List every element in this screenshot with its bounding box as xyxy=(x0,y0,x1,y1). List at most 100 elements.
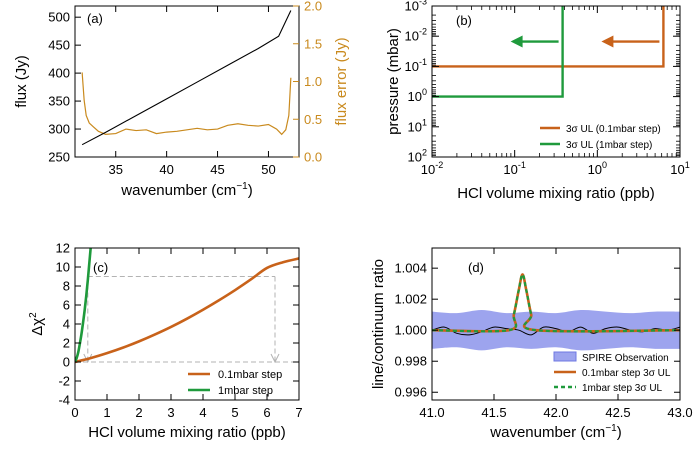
panel-a: 35 40 45 50 250 300 350 400 450 500 0.0 0.5 1.0 1.5 2.… xyxy=(13,0,350,199)
c-xtick-5-label: 5 xyxy=(231,405,238,420)
d-xtick-3-label: 42.5 xyxy=(605,405,630,420)
b-xtick-base-2: 10 xyxy=(588,162,602,177)
b-ytick-base-2: 10 xyxy=(405,59,419,74)
b-xtick-base-3: 10 xyxy=(670,162,684,177)
b-xtick-exp-3: 1 xyxy=(685,160,690,170)
d-legend-swatch-band xyxy=(553,351,577,362)
c-ytick-2-label: 0 xyxy=(63,355,70,370)
a-xtick-label-3: 50 xyxy=(261,162,275,177)
d-xlabel: wavenumber (cm−1) xyxy=(489,423,621,441)
d-panel-label: (d) xyxy=(468,260,484,275)
b-xtick-base-1: 10 xyxy=(503,162,517,177)
b-ylabel: pressure (mbar) xyxy=(385,28,402,135)
a-xtick-label-1: 40 xyxy=(159,162,173,177)
a-ytick-2-label: 350 xyxy=(48,94,70,109)
d-ytick-3-label: 1.002 xyxy=(394,292,427,307)
c-ytick-1-label: -2 xyxy=(58,374,70,389)
d-ytick-0-label: 0.996 xyxy=(394,385,427,400)
a-ylabel: flux (Jy) xyxy=(13,55,30,108)
c-series-green xyxy=(75,248,92,363)
d-legend-label-band: SPIRE Observation xyxy=(582,353,669,364)
c-xtick-3-label: 3 xyxy=(167,405,174,420)
panel-d: 41.0 41.5 42.0 42.5 43.0 0.996 0.998 1.000 1.002… xyxy=(370,247,693,441)
b-ytick-label-2: 10-1 xyxy=(405,57,427,74)
a-ytick-0-label: 250 xyxy=(48,150,70,165)
b-ytick-base-5: 10 xyxy=(408,150,422,165)
b-ytick-exp-3: 0 xyxy=(422,87,427,97)
b-xtick-exp-1: -1 xyxy=(518,160,526,170)
b-xtick-label-0: 10-2 xyxy=(421,160,443,177)
b-panel-label: (b) xyxy=(456,13,472,28)
b-ytick-exp-0: -3 xyxy=(419,0,427,7)
d-legend-label-0: 0.1mbar step 3σ UL xyxy=(582,368,671,379)
c-ytick-5-label: 6 xyxy=(63,298,70,313)
d-xlabel-text: wavenumber (cm xyxy=(489,424,605,441)
d-xlabel-sup: −1 xyxy=(605,423,617,434)
b-ytick-exp-1: -2 xyxy=(419,27,427,37)
d-ytick-1-label: 0.998 xyxy=(394,354,427,369)
b-ytick-label-3: 100 xyxy=(408,87,427,104)
c-ytick-0-label: -4 xyxy=(58,393,70,408)
b-xtick-label-3: 101 xyxy=(670,160,689,177)
a-xlabel-text: wavenumber (cm xyxy=(120,182,236,199)
c-legend-label-1: 1mbar step xyxy=(218,385,273,397)
c-ylabel-text: Δχ xyxy=(29,318,46,336)
a-xlabel-end: ) xyxy=(248,182,253,199)
c-ytick-7-label: 10 xyxy=(56,260,70,275)
b-ytick-base-3: 10 xyxy=(408,89,422,104)
b-legend-label-1: 3σ UL (1mbar step) xyxy=(566,140,652,151)
d-xtick-2-label: 42.0 xyxy=(543,405,568,420)
a-xlabel-sup: −1 xyxy=(236,181,248,192)
flux-error-series xyxy=(81,72,292,136)
c-xtick-7-label: 7 xyxy=(295,405,302,420)
c-ylabel-sup: 2 xyxy=(28,312,39,318)
d-xlabel-end: ) xyxy=(617,424,622,441)
d-ytick-2-label: 1.000 xyxy=(394,323,427,338)
a-ytick-4-label: 450 xyxy=(48,38,70,53)
a-ytick-1-label: 300 xyxy=(48,122,70,137)
a-xtick-label-0: 35 xyxy=(108,162,122,177)
b-ytick-label-1: 10-2 xyxy=(405,27,427,44)
b-xtick-label-1: 10-1 xyxy=(503,160,525,177)
d-legend-label-1: 1mbar step 3σ UL xyxy=(582,383,663,394)
d-xtick-4-label: 43.0 xyxy=(667,405,692,420)
c-xtick-0-label: 0 xyxy=(71,405,78,420)
b-legend-label-0: 3σ UL (0.1mbar step) xyxy=(566,124,661,135)
d-ytick-4-label: 1.004 xyxy=(394,261,427,276)
b-xtick-label-2: 100 xyxy=(588,160,607,177)
d-ylabel: line/continuum ratio xyxy=(370,259,387,389)
c-xtick-6-label: 6 xyxy=(263,405,270,420)
panel-b-frame xyxy=(431,5,681,158)
c-xtick-1-label: 1 xyxy=(103,405,110,420)
b-series-green xyxy=(432,6,564,98)
a-xtick-label-2: 45 xyxy=(210,162,224,177)
c-ylabel: Δχ2 xyxy=(28,312,46,336)
panel-b: 10-2 10-1 100 10110-310-210-1100101102(b)3σ… xyxy=(385,0,690,202)
a-xlabel: wavenumber (cm−1) xyxy=(120,181,252,199)
flux-series xyxy=(81,10,292,146)
c-xlabel: HCl volume mixing ratio (ppb) xyxy=(88,424,286,441)
b-xtick-exp-0: -2 xyxy=(435,160,443,170)
c-ytick-4-label: 4 xyxy=(63,317,70,332)
b-xtick-exp-2: 0 xyxy=(602,160,607,170)
b-ytick-label-5: 102 xyxy=(408,148,427,165)
b-arrow-orange-head xyxy=(601,35,614,48)
a-y2tick-label-4: 2.0 xyxy=(304,0,322,14)
c-series-orange xyxy=(75,257,299,364)
a-ytick-5-label: 500 xyxy=(48,10,70,25)
b-ytick-base-0: 10 xyxy=(405,0,419,14)
b-ytick-label-4: 101 xyxy=(408,117,427,134)
b-arrow-green-head xyxy=(510,35,523,48)
a-y2tick-label-3: 1.5 xyxy=(304,36,322,51)
a-y2tick-label-1: 0.5 xyxy=(304,112,322,127)
b-ytick-exp-4: 1 xyxy=(422,117,427,127)
a-panel-label: (a) xyxy=(87,11,103,26)
b-ytick-label-0: 10-3 xyxy=(405,0,427,14)
c-ytick-3-label: 2 xyxy=(63,336,70,351)
c-xtick-2-label: 2 xyxy=(135,405,142,420)
c-drop-arrowhead-1 xyxy=(270,353,280,364)
c-ytick-6-label: 8 xyxy=(63,279,70,294)
c-ytick-8-label: 12 xyxy=(56,241,70,256)
